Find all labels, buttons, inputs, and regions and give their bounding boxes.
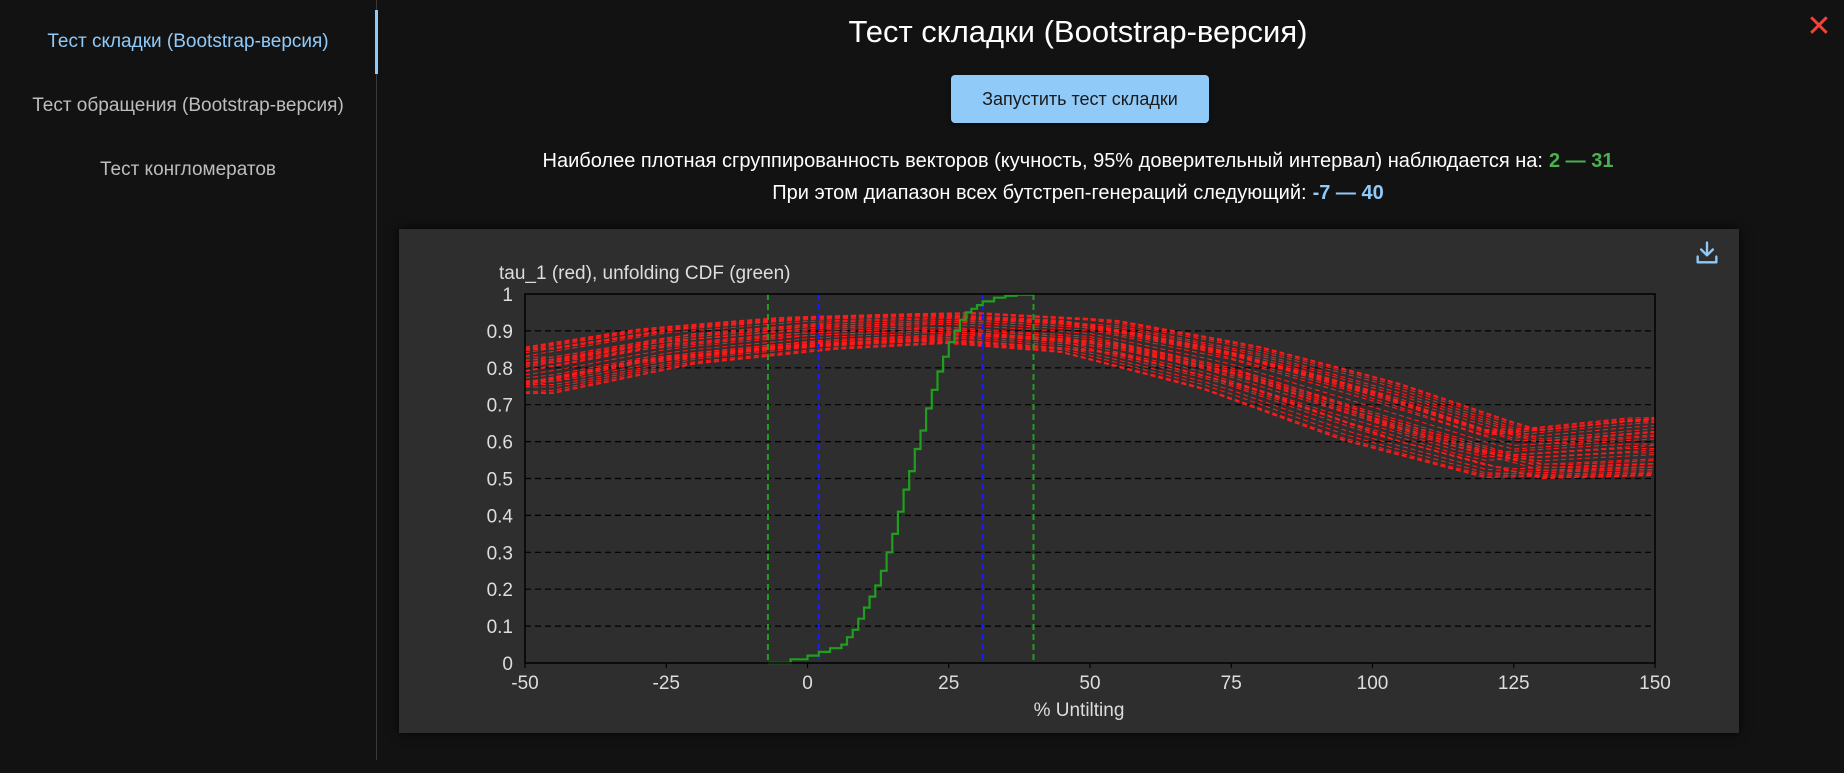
chart-title: tau_1 (red), unfolding CDF (green)	[499, 263, 790, 284]
tau-curve	[525, 336, 1655, 470]
tau-curve	[525, 329, 1655, 458]
tau-curve	[525, 318, 1655, 442]
x-tick-label: 75	[1221, 673, 1242, 694]
y-tick-label: 0.2	[487, 580, 513, 601]
cdf-line	[767, 293, 1035, 665]
y-tick-label: 0.8	[487, 359, 513, 380]
x-tick-label: 150	[1639, 673, 1671, 694]
y-tick-label: 0.3	[487, 543, 513, 564]
tau-curve	[525, 341, 1655, 479]
sidebar-item-fold-test[interactable]: Тест складки (Bootstrap-версия)	[47, 31, 329, 52]
result-line-range: При этом диапазон всех бутстреп-генераци…	[377, 182, 1779, 205]
tau-curves-group	[525, 312, 1655, 479]
tau-curve	[525, 335, 1655, 469]
tau-curve	[525, 333, 1655, 465]
chart-x-axis-label: % Untilting	[1034, 700, 1125, 721]
result-range-label: При этом диапазон всех бутстреп-генераци…	[772, 182, 1307, 204]
tau-curve	[525, 339, 1655, 475]
tau-curve	[525, 323, 1655, 450]
run-fold-test-button[interactable]: Запустить тест складки	[951, 75, 1209, 123]
tau-curve	[525, 317, 1655, 440]
x-tick-label: 0	[802, 673, 813, 694]
active-tab-indicator	[375, 10, 378, 74]
result-range-value: -7 — 40	[1312, 182, 1384, 204]
tau-curve	[525, 326, 1655, 456]
download-icon[interactable]	[1693, 239, 1721, 267]
x-tick-label: -50	[511, 673, 538, 694]
result-line-densest: Наиболее плотная сгруппированность векто…	[377, 150, 1779, 173]
x-tick-label: 25	[938, 673, 959, 694]
x-tick-label: -25	[653, 673, 680, 694]
tau-curve	[525, 313, 1655, 434]
sidebar-item-reversal-test[interactable]: Тест обращения (Bootstrap-версия)	[32, 95, 344, 116]
tau-curve	[525, 331, 1655, 462]
tau-curve	[525, 314, 1655, 433]
main-panel: Тест складки (Bootstrap-версия) ✕ Запуст…	[377, 0, 1844, 773]
y-tick-label: 0.6	[487, 433, 513, 454]
tau-curve	[525, 340, 1655, 477]
result-densest-value: 2 — 31	[1548, 150, 1614, 172]
tau-curve	[525, 330, 1655, 461]
tau-curve	[525, 339, 1655, 476]
page-title: Тест складки (Bootstrap-версия)	[848, 14, 1308, 49]
y-tick-label: 1	[502, 285, 513, 306]
y-tick-label: 0.1	[487, 617, 513, 638]
y-tick-label: 0.7	[487, 396, 513, 417]
tau-curve	[525, 312, 1655, 431]
x-tick-label: 50	[1079, 673, 1100, 694]
tau-curve	[525, 316, 1655, 439]
y-tick-label: 0.4	[487, 506, 514, 527]
y-tick-label: 0	[502, 654, 513, 675]
x-tick-label: 100	[1357, 673, 1389, 694]
tau-curve	[525, 312, 1655, 431]
x-tick-label: 125	[1498, 673, 1530, 694]
tau-curve	[525, 320, 1655, 445]
tau-curve	[525, 333, 1655, 465]
sidebar-item-conglomerate-test[interactable]: Тест конгломератов	[99, 159, 277, 180]
result-densest-label: Наиболее плотная сгруппированность векто…	[542, 150, 1543, 172]
y-tick-label: 0.5	[487, 470, 513, 491]
close-icon[interactable]: ✕	[1806, 10, 1832, 43]
tau-curve	[525, 337, 1655, 472]
tau-curve	[525, 328, 1655, 458]
fold-test-chart: tau_1 (red), unfolding CDF (green) % Unt…	[487, 263, 1671, 721]
plot-frame	[524, 293, 1656, 664]
y-tick-label: 0.9	[487, 322, 513, 343]
tau-curve	[525, 312, 1655, 431]
chart-card: tau_1 (red), unfolding CDF (green) % Unt…	[399, 229, 1739, 733]
sidebar: Тест складки (Bootstrap-версия) Тест обр…	[0, 0, 378, 760]
tau-curve	[525, 312, 1655, 431]
